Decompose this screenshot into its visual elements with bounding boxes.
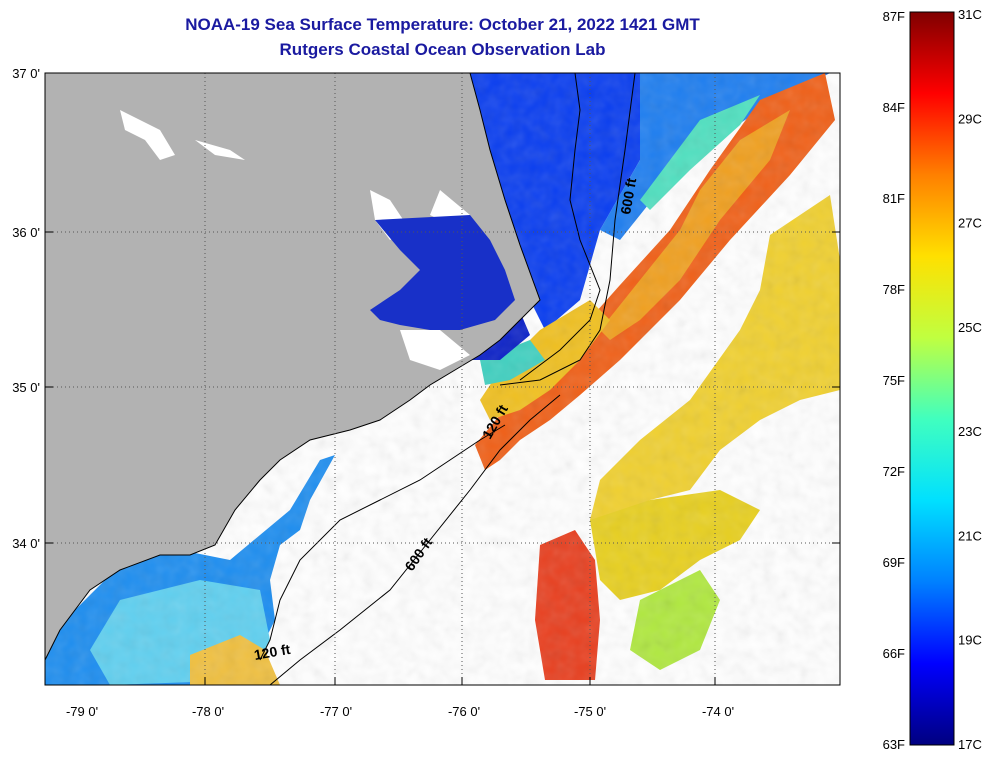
colorbar-label-celsius: 23C — [958, 424, 982, 439]
colorbar-label-fahrenheit: 78F — [883, 282, 905, 297]
colorbar-label-fahrenheit: 81F — [883, 191, 905, 206]
colorbar-label-fahrenheit: 63F — [883, 737, 905, 752]
colorbar-label-celsius: 21C — [958, 528, 982, 543]
colorbar-label-fahrenheit: 75F — [883, 373, 905, 388]
colorbar-label-celsius: 17C — [958, 737, 982, 752]
colorbar-label-celsius: 31C — [958, 7, 982, 22]
colorbar-label-fahrenheit: 72F — [883, 464, 905, 479]
colorbar-label-fahrenheit: 84F — [883, 100, 905, 115]
colorbar-label-fahrenheit: 66F — [883, 646, 905, 661]
colorbar-scale — [910, 12, 954, 745]
colorbar-label-celsius: 19C — [958, 633, 982, 648]
colorbar-label-fahrenheit: 69F — [883, 555, 905, 570]
colorbar-label-celsius: 25C — [958, 320, 982, 335]
colorbar-label-celsius: 27C — [958, 216, 982, 231]
colorbar-label-fahrenheit: 87F — [883, 9, 905, 24]
colorbar-label-celsius: 29C — [958, 111, 982, 126]
